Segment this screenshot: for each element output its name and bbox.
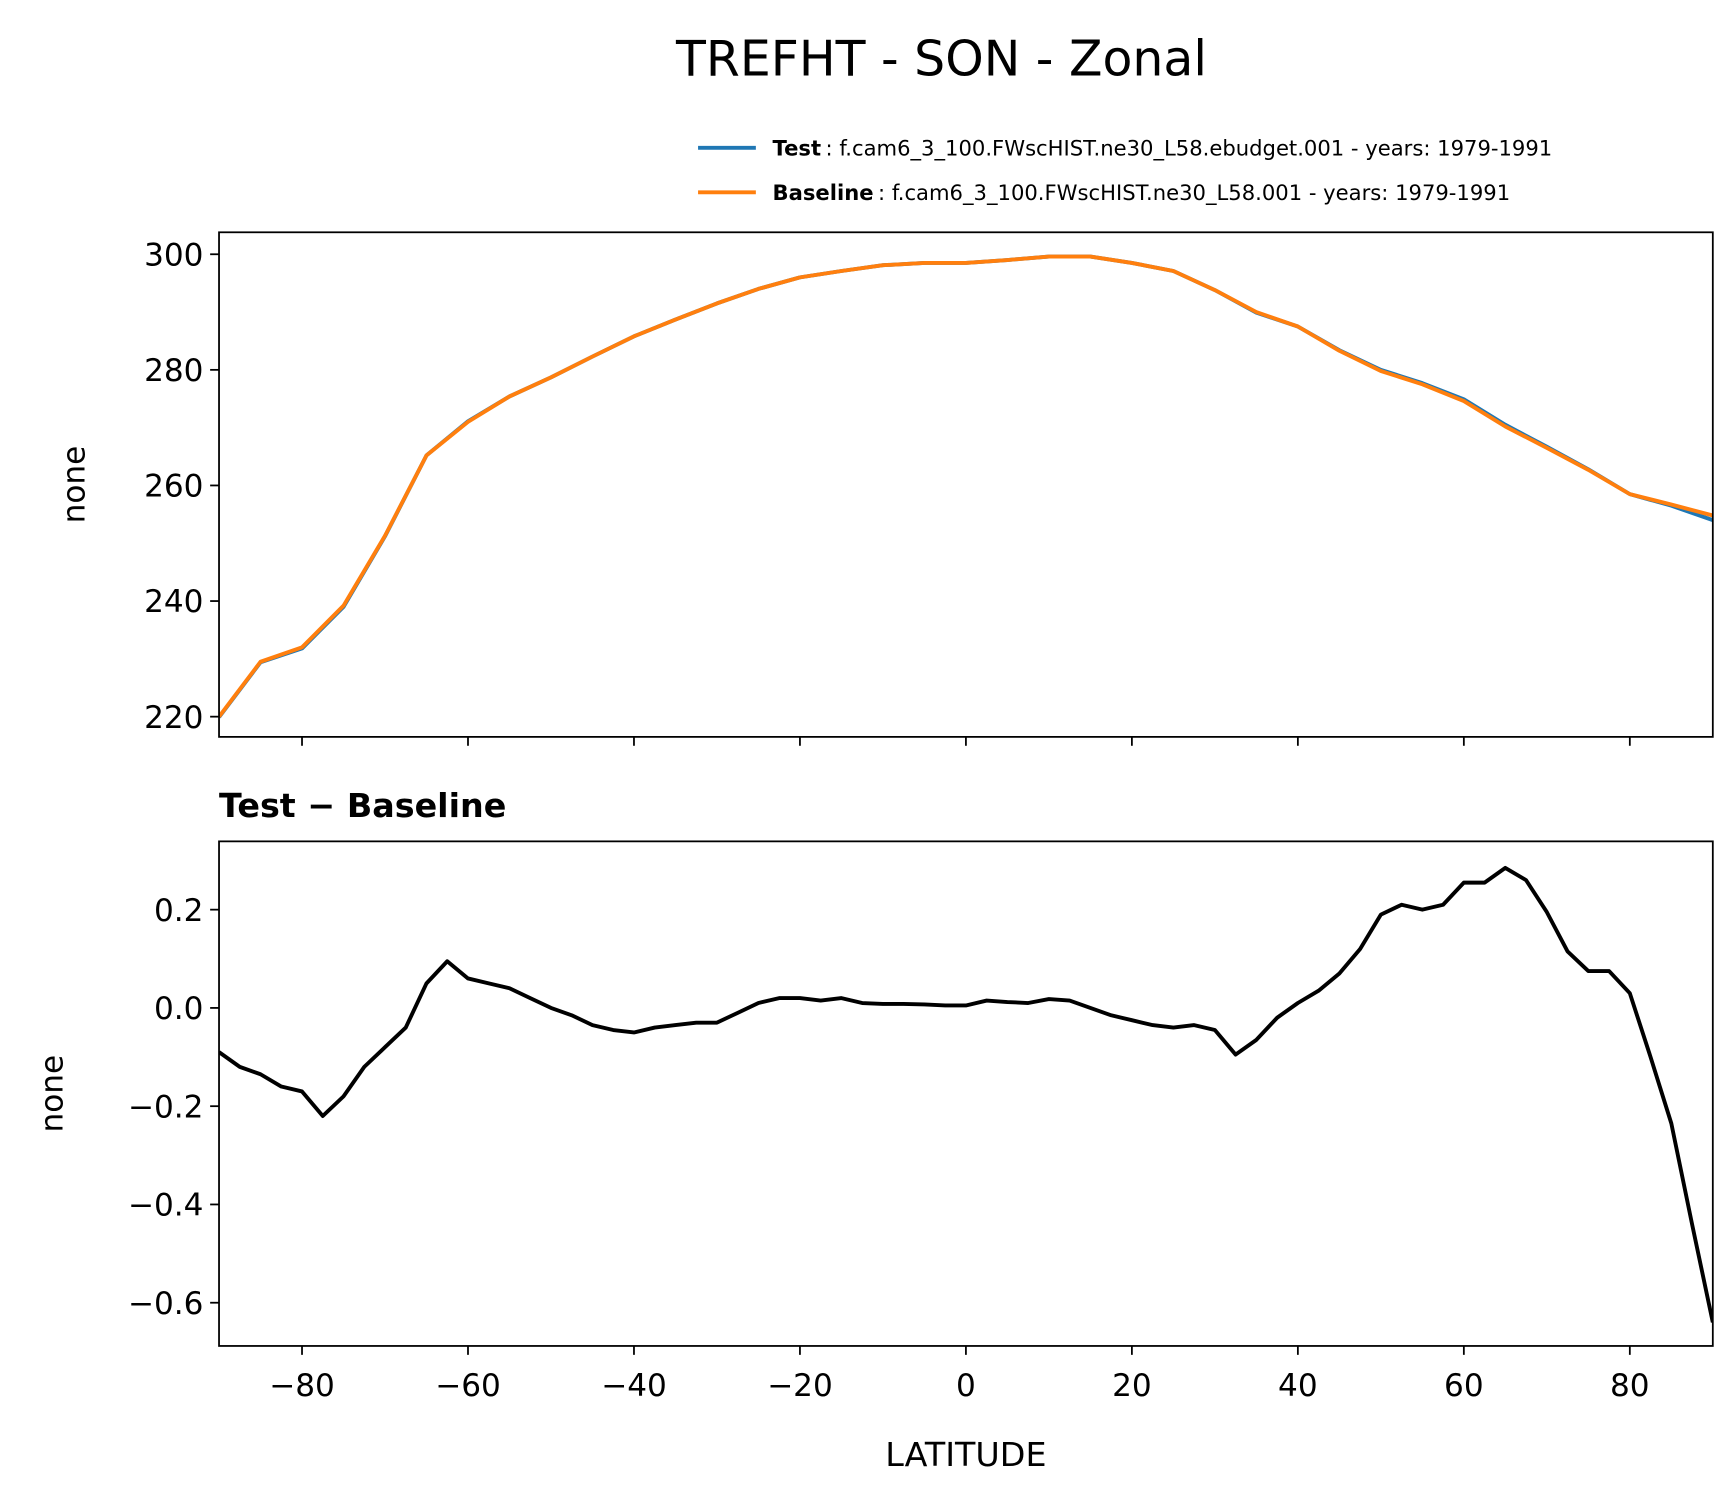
y-tick-label: −0.2 (128, 1089, 204, 1125)
legend-description: : f.cam6_3_100.FWscHIST.ne30_L58.001 - y… (878, 180, 1510, 206)
x-tick-label: 0 (956, 1368, 976, 1404)
y-tick-label: 260 (144, 469, 203, 505)
y-tick-label: 0.0 (154, 991, 203, 1027)
figure-title: TREFHT - SON - Zonal (675, 31, 1207, 88)
x-tick-label: 20 (1112, 1368, 1152, 1404)
data-line (219, 254, 1713, 719)
x-tick-label: 80 (1610, 1368, 1650, 1404)
legend-entry: Test: f.cam6_3_100.FWscHIST.ne30_L58.ebu… (773, 136, 1553, 162)
legend-description: : f.cam6_3_100.FWscHIST.ne30_L58.ebudget… (826, 136, 1553, 162)
y-tick-label: 280 (144, 353, 203, 389)
y-tick-label: 220 (144, 700, 203, 736)
y-tick-label: 240 (144, 584, 203, 620)
legend-name: Test (773, 136, 822, 161)
axes-frame (218, 231, 1714, 738)
x-axis-label: LATITUDE (885, 1435, 1046, 1474)
y-tick-label: −0.6 (128, 1286, 204, 1322)
x-tick-label: −20 (767, 1368, 833, 1404)
data-line (219, 865, 1713, 1323)
y-tick-label: 300 (144, 237, 203, 273)
legend-name: Baseline (773, 180, 874, 205)
data-line (219, 254, 1713, 718)
y-tick-label: −0.4 (128, 1188, 204, 1224)
y-tick-label: 0.2 (154, 893, 203, 929)
axes-frame (218, 840, 1714, 1347)
x-tick-label: −60 (435, 1368, 501, 1404)
axes-title: Test − Baseline (219, 786, 506, 825)
x-tick-label: 60 (1444, 1368, 1484, 1404)
y-axis-label: none (57, 446, 93, 524)
y-axis-label: none (34, 1055, 70, 1133)
x-tick-label: −80 (269, 1368, 335, 1404)
x-tick-label: −40 (601, 1368, 667, 1404)
x-tick-label: 40 (1278, 1368, 1318, 1404)
legend-entry: Baseline: f.cam6_3_100.FWscHIST.ne30_L58… (773, 180, 1511, 206)
